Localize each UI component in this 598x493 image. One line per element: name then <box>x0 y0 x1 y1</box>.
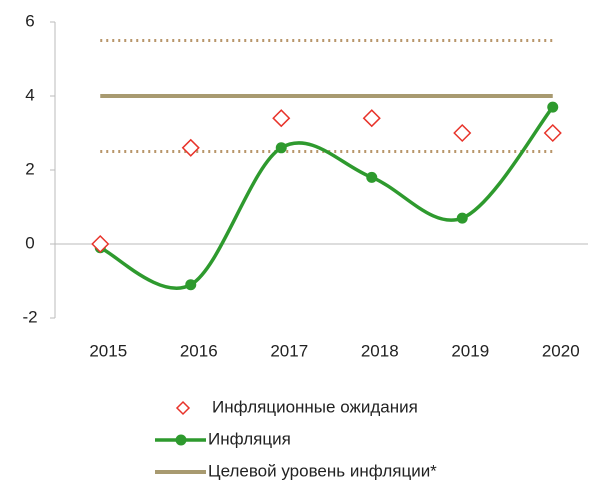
x-tick-label: 2016 <box>180 341 218 360</box>
expectation-marker <box>272 109 291 128</box>
y-tick-label: 0 <box>25 233 34 252</box>
inflation-point <box>456 212 468 224</box>
inflation-point <box>185 279 197 291</box>
expectation-marker <box>543 123 562 143</box>
x-tick-label: 2015 <box>89 341 127 360</box>
x-tick-label: 2019 <box>451 341 489 360</box>
legend-marker <box>175 434 187 446</box>
expectation-marker <box>362 109 381 128</box>
inflation-line <box>99 105 555 290</box>
expectation-marker <box>91 234 110 254</box>
x-tick-label: 2020 <box>542 341 580 360</box>
y-tick-label: 4 <box>25 85 34 104</box>
legend-label: Инфляция <box>208 429 291 448</box>
y-tick-label: -2 <box>22 307 37 326</box>
y-tick-label: 2 <box>25 159 34 178</box>
expectation-marker <box>181 138 200 157</box>
legend-label: Инфляционные ожидания <box>212 397 418 416</box>
y-tick-label: 6 <box>25 11 34 30</box>
x-tick-label: 2017 <box>270 341 308 360</box>
x-tick-label: 2018 <box>361 341 399 360</box>
expectation-marker <box>453 123 472 143</box>
inflation-point <box>366 171 378 183</box>
legend-marker <box>175 400 191 416</box>
inflation-point <box>275 142 287 154</box>
inflation-point <box>547 101 559 113</box>
legend-label: Целевой уровень инфляции* <box>208 461 437 480</box>
